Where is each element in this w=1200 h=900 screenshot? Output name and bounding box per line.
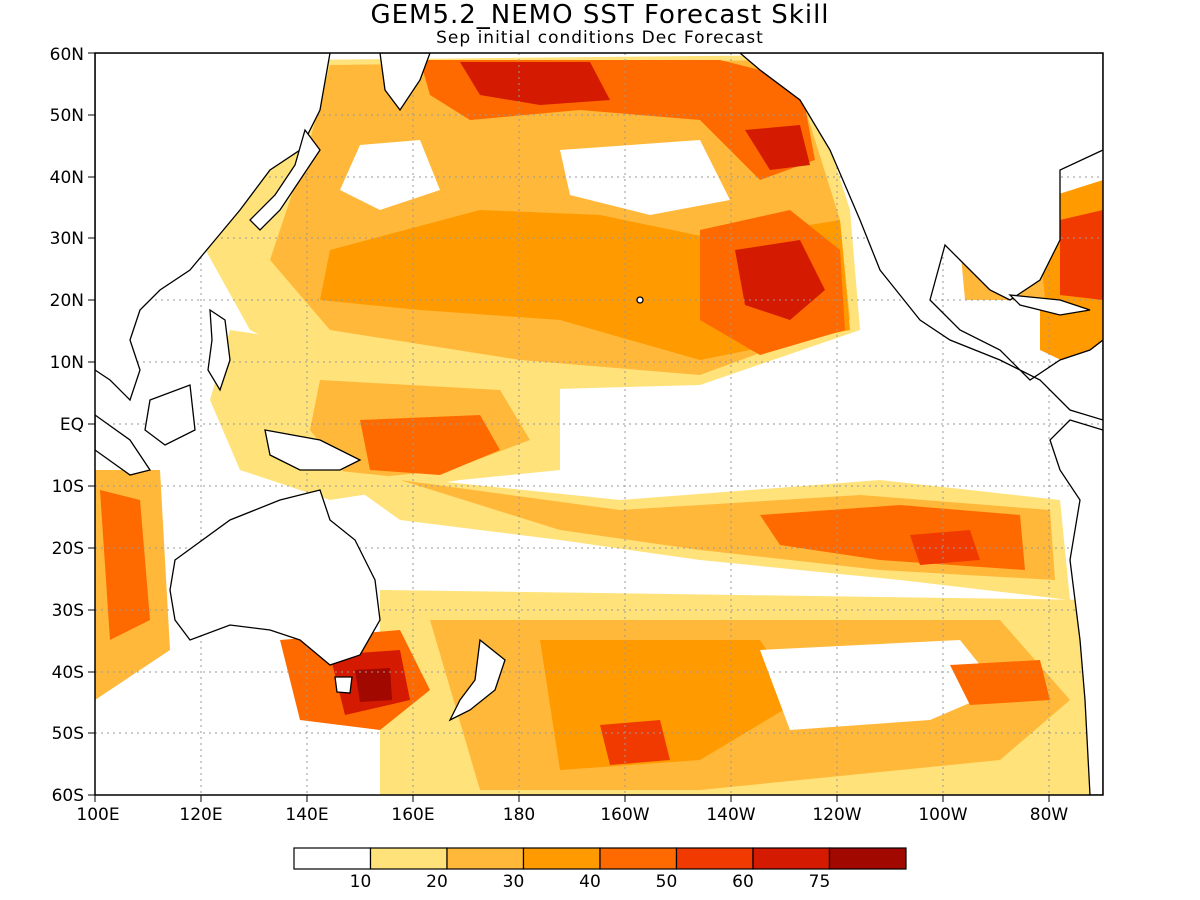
chart-subtitle: Sep initial conditions Dec Forecast: [436, 28, 764, 48]
axis-ticks: [88, 52, 1050, 802]
skill-region-aleutian-core: [460, 62, 610, 105]
graticule: [95, 53, 1103, 795]
lon-tick-label: 140E: [285, 805, 328, 825]
skill-region-south-pacific-max: [600, 720, 670, 765]
coastlines: [95, 53, 1103, 795]
skill-hole-1: [560, 140, 730, 215]
coast-japan: [249, 128, 321, 231]
colorbar-swatch: [752, 847, 831, 870]
colorbar-swatch: [369, 847, 448, 870]
lat-tick-label: 40S: [52, 663, 84, 683]
coast-borneo: [144, 384, 196, 446]
lon-labels: 100E 120E 140E 160E 180 160W 140W 120W 1…: [76, 805, 1068, 825]
colorbar-swatch: [293, 847, 372, 870]
lat-tick-label: 20N: [50, 291, 84, 311]
lat-labels: 60N 50N 40N 30N 20N 10N EQ 10S 20S 30S 4…: [50, 45, 84, 806]
coast-sumatra: [95, 414, 152, 476]
lat-tick-label: 30S: [52, 601, 84, 621]
lat-tick-label: 20S: [52, 539, 84, 559]
coast-asia: [95, 53, 331, 402]
lon-tick-label: 160E: [391, 805, 434, 825]
skill-region-aleutian-east: [745, 125, 810, 170]
skill-region-warm-pool-core: [360, 415, 500, 475]
lat-tick-label: 10N: [50, 353, 84, 373]
lon-tick-label: 160W: [600, 805, 649, 825]
skill-region-tasman-max: [355, 668, 392, 702]
lat-tick-label: 60N: [50, 45, 84, 65]
coast-australia: [169, 489, 381, 666]
skill-region-atlantic-core: [1060, 210, 1103, 300]
skill-hole-3: [760, 640, 1000, 730]
coast-cuba: [1008, 294, 1091, 316]
skill-region-indian-core: [100, 490, 150, 640]
colorbar-swatch: [828, 847, 907, 870]
lat-tick-label: 60S: [52, 786, 84, 806]
colorbar-label: 60: [732, 872, 754, 892]
lat-tick-label: 40N: [50, 168, 84, 188]
colorbar-label: 10: [350, 872, 372, 892]
coast-south-america: [1049, 419, 1103, 795]
coast-tasmania: [334, 676, 353, 694]
colorbar-label: 75: [809, 872, 831, 892]
chart-title: GEM5.2_NEMO SST Forecast Skill: [370, 0, 830, 30]
lat-tick-label: 10S: [52, 477, 84, 497]
lat-tick-label: 30N: [50, 229, 84, 249]
lon-tick-label: 140W: [706, 805, 755, 825]
lon-tick-label: 120W: [812, 805, 861, 825]
colorbar-label: 20: [426, 872, 448, 892]
colorbar-label: 40: [579, 872, 601, 892]
skill-hole-2: [340, 140, 440, 210]
coast-north-america: [738, 53, 1103, 421]
colorbar-swatch: [675, 847, 754, 870]
lon-tick-label: 180: [503, 805, 535, 825]
skill-region-spcz-max: [910, 530, 980, 565]
colorbar-swatch: [446, 847, 525, 870]
colorbar-label: 50: [656, 872, 678, 892]
coast-philippines: [207, 308, 231, 392]
lon-tick-label: 100E: [76, 805, 119, 825]
colorbar-swatch: [599, 847, 678, 870]
skill-region-northeast-core: [735, 240, 825, 320]
colorbar-label: 30: [503, 872, 525, 892]
colorbar: 10 20 30 40 50 60 75: [293, 847, 907, 892]
coast-new-guinea: [264, 429, 362, 471]
lon-tick-label: 80W: [1030, 805, 1069, 825]
lon-tick-label: 100W: [918, 805, 967, 825]
skill-region-chile: [950, 660, 1050, 705]
lat-tick-label: EQ: [60, 415, 84, 435]
coast-kamchatka: [379, 53, 431, 112]
lon-tick-label: 120E: [179, 805, 222, 825]
coast-new-zealand: [448, 638, 506, 722]
lat-tick-label: 50S: [52, 724, 84, 744]
colorbar-swatch: [522, 847, 601, 870]
lat-tick-label: 50N: [50, 106, 84, 126]
coast-hawaii: [636, 296, 644, 304]
